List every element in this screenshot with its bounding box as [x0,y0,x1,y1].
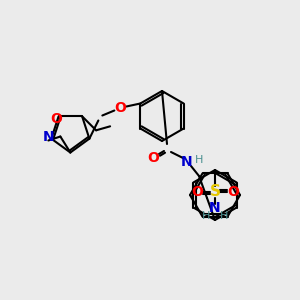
Text: N: N [209,201,221,215]
Text: H: H [195,155,203,165]
Text: O: O [51,112,62,126]
Text: O: O [114,101,126,116]
Text: O: O [227,185,239,199]
Text: O: O [147,151,159,165]
Text: H: H [202,211,210,221]
Text: S: S [209,184,220,200]
Text: N: N [43,130,54,144]
Text: N: N [181,155,193,169]
Text: O: O [191,185,203,199]
Text: H: H [220,211,228,221]
